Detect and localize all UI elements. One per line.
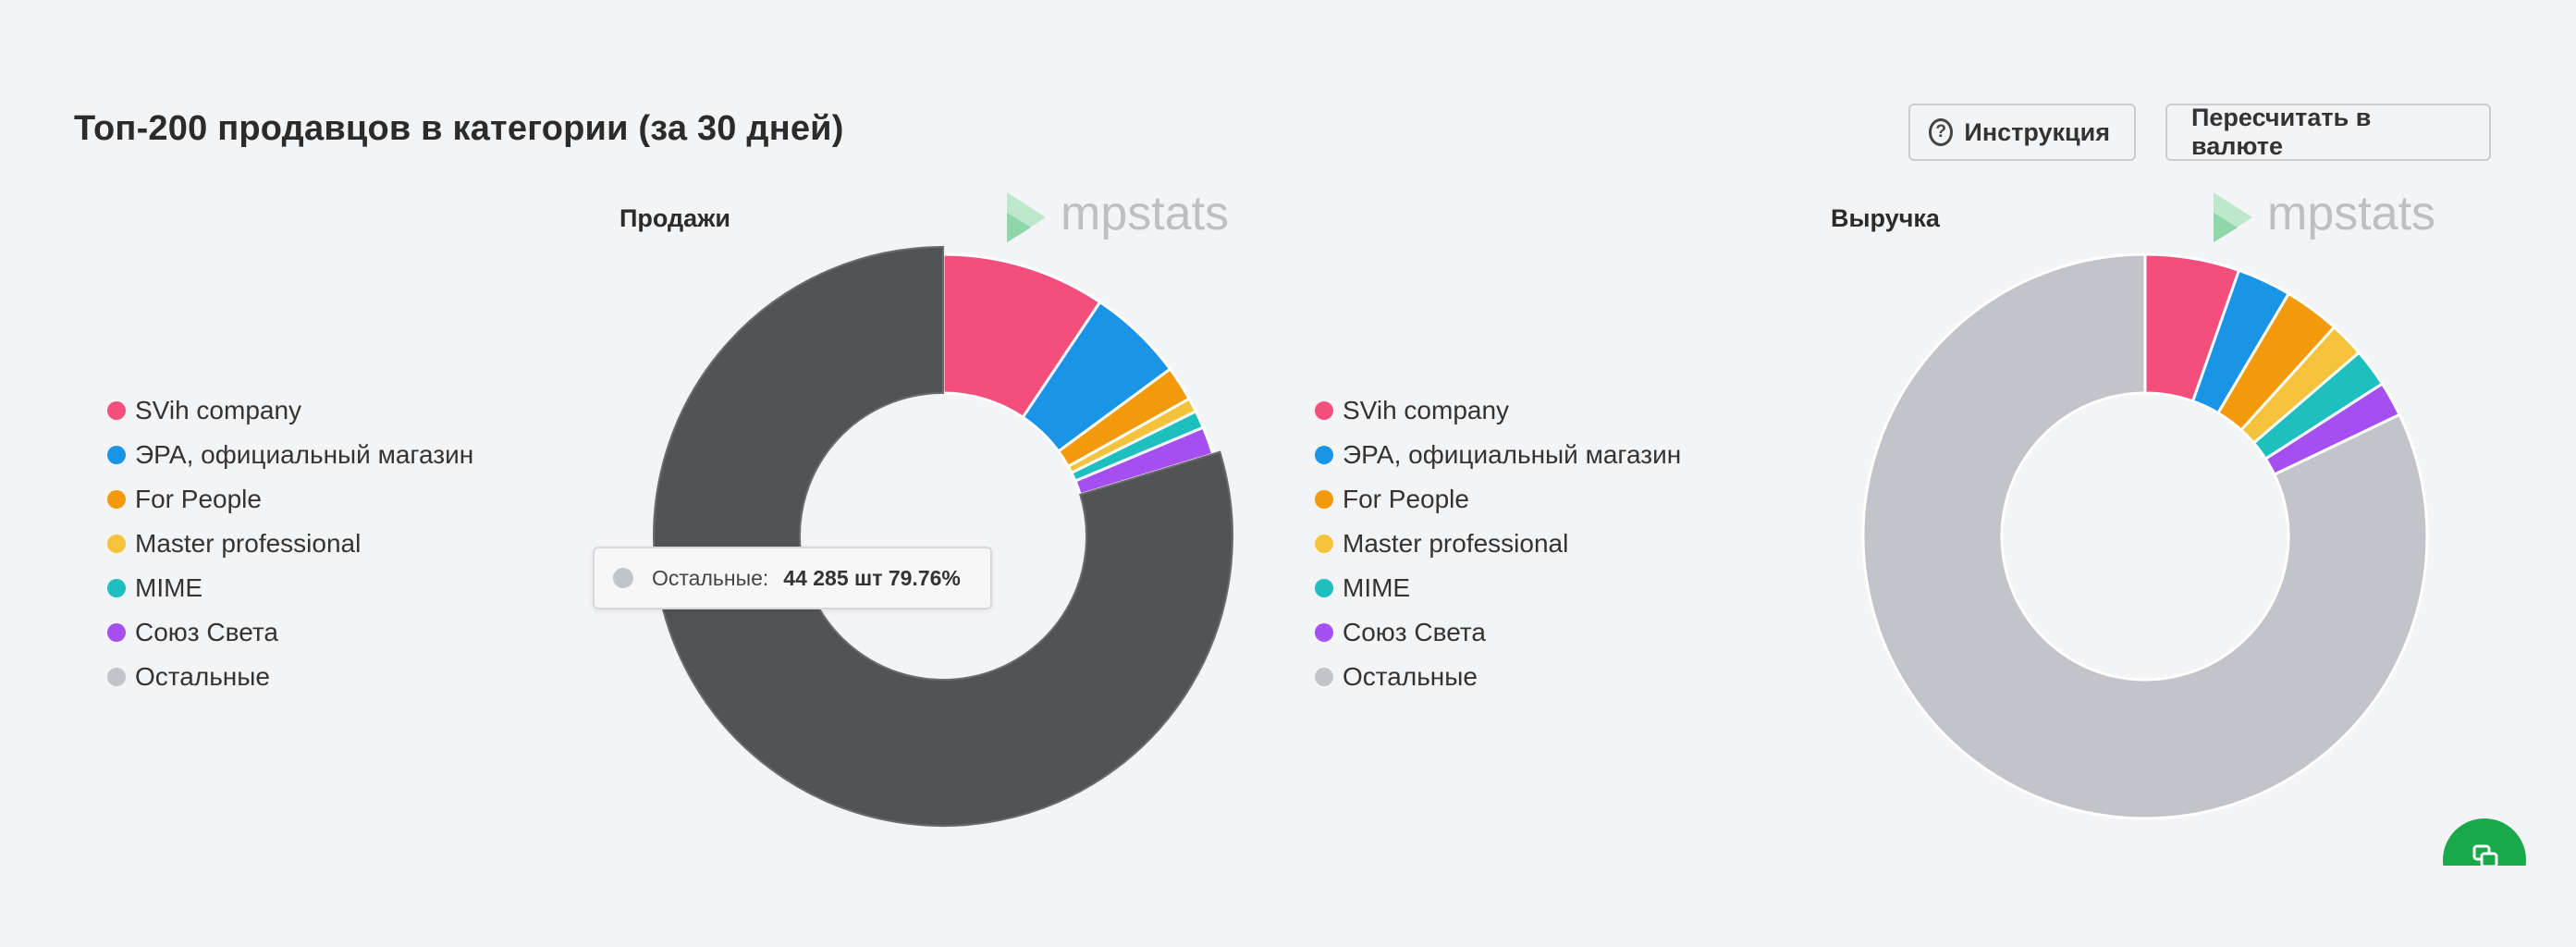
legend-item-others[interactable]: Остальные <box>107 655 473 699</box>
chat-icon <box>2472 844 2498 866</box>
tooltip-dot <box>613 568 633 588</box>
legend-dot <box>107 446 126 464</box>
legend-dot <box>1315 535 1333 553</box>
help-icon: ? <box>1929 118 1954 146</box>
legend-dot <box>1315 668 1333 686</box>
legend-item-master[interactable]: Master professional <box>1315 522 1681 566</box>
convert-currency-button[interactable]: Пересчитать в валюте <box>2165 104 2491 161</box>
legend-label: SVih company <box>135 396 302 424</box>
legend-item-others[interactable]: Остальные <box>1315 655 1681 699</box>
chart-title-sales: Продажи <box>619 204 730 232</box>
legend-label: Союз Света <box>1343 618 1486 646</box>
tooltip-label: Остальные: <box>652 565 769 590</box>
convert-currency-label: Пересчитать в валюте <box>2191 104 2372 160</box>
legend-label: Остальные <box>135 662 270 691</box>
legend-label: SVih company <box>1343 396 1510 424</box>
legend-dot <box>107 623 126 642</box>
legend-dot <box>1315 446 1333 464</box>
legend-dot <box>107 490 126 509</box>
legend-revenue: SVih company ЭРА, официальный магазин Fo… <box>1315 388 1681 699</box>
legend-label: For People <box>135 485 262 513</box>
watermark-text: mpstats <box>2267 187 2435 240</box>
chart-title-revenue: Выручка <box>1831 204 1940 232</box>
page-title: Топ-200 продавцов в категории (за 30 дне… <box>74 109 844 148</box>
chat-widget[interactable] <box>2404 795 2526 866</box>
chart-tooltip: Остальные: 44 285 шт 79.76% <box>593 547 992 609</box>
mpstats-watermark: mpstats <box>1007 187 1229 242</box>
legend-label: Master professional <box>135 529 362 558</box>
legend-item-soyuz[interactable]: Союз Света <box>107 610 473 655</box>
legend-dot <box>1315 490 1333 509</box>
legend-dot <box>107 579 126 597</box>
legend-dot <box>1315 579 1333 597</box>
legend-item-mime[interactable]: MIME <box>107 566 473 610</box>
legend-item-for-people[interactable]: For People <box>107 477 473 522</box>
legend-item-era[interactable]: ЭРА, официальный магазин <box>107 433 473 477</box>
legend-item-mime[interactable]: MIME <box>1315 566 1681 610</box>
sales-donut-chart <box>653 245 1233 827</box>
legend-label: ЭРА, официальный магазин <box>135 440 474 469</box>
legend-dot <box>107 535 126 553</box>
legend-label: For People <box>1343 485 1469 513</box>
legend-label: Master professional <box>1343 529 1569 558</box>
watermark-text: mpstats <box>1061 187 1229 240</box>
legend-item-master[interactable]: Master professional <box>107 522 473 566</box>
legend-dot <box>1315 401 1333 420</box>
slice-остальные[interactable] <box>1861 252 2429 820</box>
legend-dot <box>107 401 126 420</box>
instruction-button[interactable]: ? Инструкция <box>1908 104 2136 161</box>
mpstats-watermark-2: mpstats <box>2214 187 2435 242</box>
legend-dot <box>1315 623 1333 642</box>
tooltip-value: 44 285 шт 79.76% <box>783 565 961 590</box>
slice-остальные[interactable] <box>653 245 1233 827</box>
legend-item-svih[interactable]: SVih company <box>1315 388 1681 433</box>
legend-label: Остальные <box>1343 662 1478 691</box>
legend-label: MIME <box>135 573 203 602</box>
legend-item-era[interactable]: ЭРА, официальный магазин <box>1315 433 1681 477</box>
legend-dot <box>107 668 126 686</box>
instruction-label: Инструкция <box>1964 117 2110 146</box>
legend-label: MIME <box>1343 573 1411 602</box>
legend-item-soyuz[interactable]: Союз Света <box>1315 610 1681 655</box>
legend-sales: SVih company ЭРА, официальный магазин Fo… <box>107 388 473 699</box>
legend-item-for-people[interactable]: For People <box>1315 477 1681 522</box>
legend-label: ЭРА, официальный магазин <box>1343 440 1682 469</box>
chat-button[interactable] <box>2443 818 2526 866</box>
revenue-donut-chart <box>1861 252 2429 820</box>
legend-label: Союз Света <box>135 618 278 646</box>
legend-item-svih[interactable]: SVih company <box>107 388 473 433</box>
